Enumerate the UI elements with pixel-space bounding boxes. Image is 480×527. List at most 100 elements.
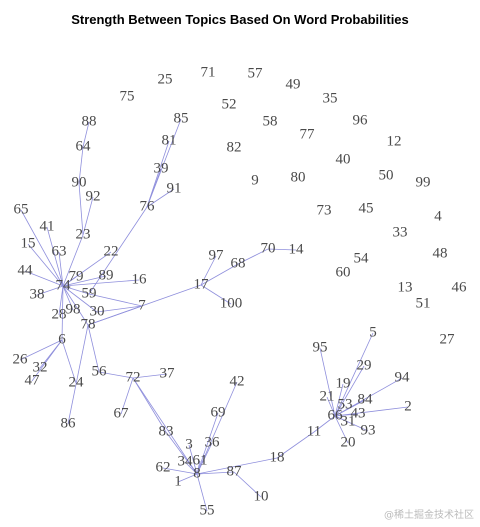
- node-label: 32: [33, 359, 48, 375]
- edge: [62, 234, 84, 287]
- edge: [62, 275, 107, 287]
- edge: [334, 383, 344, 417]
- node-label: 78: [81, 316, 96, 332]
- node-label: 94: [395, 369, 411, 385]
- node-label: 56: [92, 363, 108, 379]
- node-label: 6: [58, 331, 66, 347]
- node-label: 19: [336, 375, 351, 391]
- node-label: 31: [341, 413, 356, 429]
- node-label: 7: [138, 297, 146, 313]
- node-label: 23: [76, 226, 91, 242]
- edge: [177, 473, 198, 483]
- node-label: 76: [140, 198, 156, 214]
- edge: [196, 473, 208, 512]
- watermark: @稀土掘金技术社区: [384, 508, 474, 521]
- node-label: 13: [398, 279, 413, 295]
- node-label: 71: [201, 64, 216, 80]
- edge: [334, 406, 409, 417]
- edge: [184, 461, 198, 475]
- edge: [237, 248, 269, 265]
- node-label: 68: [231, 255, 246, 271]
- node-label: 38: [30, 286, 45, 302]
- node-label: 98: [66, 301, 81, 317]
- edge: [46, 226, 64, 287]
- edge: [200, 263, 239, 286]
- edge: [61, 285, 64, 341]
- node-label: 96: [353, 112, 369, 128]
- node-label: 66: [328, 407, 344, 423]
- node-label: 64: [76, 138, 92, 154]
- edge: [188, 444, 198, 475]
- edge: [61, 339, 77, 384]
- edge: [120, 377, 134, 415]
- edge: [78, 146, 84, 184]
- edge: [233, 471, 262, 498]
- node-label: 8: [193, 465, 201, 481]
- edge: [87, 324, 100, 373]
- edge: [24, 270, 64, 287]
- edge: [62, 285, 74, 311]
- node-label: 100: [220, 295, 243, 311]
- node-label: 77: [300, 126, 316, 142]
- node-label: 63: [52, 243, 67, 259]
- edge: [146, 188, 175, 208]
- node-label: 12: [387, 133, 402, 149]
- node-label: 82: [227, 139, 242, 155]
- node-label: 93: [361, 422, 376, 438]
- node-label: 29: [357, 357, 372, 373]
- edge: [146, 118, 182, 208]
- node-label: 15: [21, 235, 36, 251]
- edge: [27, 243, 64, 287]
- node-label: 5: [369, 324, 377, 340]
- node-label: 22: [104, 243, 119, 259]
- edge: [196, 457, 278, 475]
- node-label: 58: [263, 113, 278, 129]
- node-label: 28: [52, 306, 67, 322]
- node-label: 92: [86, 188, 101, 204]
- node-label: 51: [416, 295, 431, 311]
- edge: [132, 377, 198, 475]
- edge: [196, 381, 238, 475]
- node-label: 37: [160, 365, 176, 381]
- edge: [319, 347, 336, 417]
- edge: [267, 248, 297, 251]
- edge: [276, 431, 315, 459]
- node-label: 40: [336, 151, 351, 167]
- edge: [67, 324, 89, 425]
- node-label: 30: [90, 303, 105, 319]
- edge: [82, 121, 90, 148]
- node-label: 85: [174, 110, 189, 126]
- edge: [78, 182, 84, 236]
- node-label: 47: [25, 372, 41, 388]
- node-label: 1: [174, 473, 182, 489]
- edge: [58, 285, 64, 316]
- edges: [19, 118, 409, 512]
- edge: [58, 251, 64, 287]
- node-label: 42: [230, 373, 245, 389]
- edge: [334, 415, 349, 444]
- node-label: 27: [440, 331, 456, 347]
- node-label: 52: [222, 96, 237, 112]
- node-label: 70: [261, 240, 276, 256]
- edge: [82, 196, 94, 236]
- node-label: 83: [159, 423, 174, 439]
- node-label: 88: [82, 113, 97, 129]
- edge: [88, 293, 143, 307]
- node-label: 34: [178, 453, 194, 469]
- edge: [62, 285, 98, 313]
- node-label: 97: [209, 247, 225, 263]
- edge: [334, 365, 365, 417]
- node-label: 2: [404, 398, 412, 414]
- node-label: 87: [227, 463, 243, 479]
- node-label: 24: [69, 374, 85, 390]
- edge: [88, 206, 148, 295]
- node-label: 43: [351, 405, 366, 421]
- node-label: 67: [114, 405, 130, 421]
- edge: [98, 371, 134, 379]
- node-label: 65: [14, 201, 29, 217]
- node-label: 25: [158, 71, 173, 87]
- edge: [62, 251, 112, 287]
- node-label: 36: [205, 434, 221, 450]
